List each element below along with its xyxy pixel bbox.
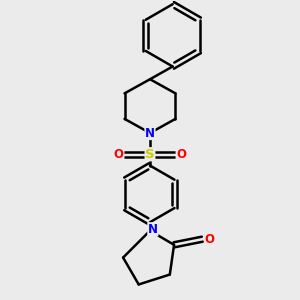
- Text: N: N: [148, 223, 158, 236]
- Text: O: O: [204, 233, 214, 246]
- Text: S: S: [145, 148, 155, 161]
- Text: O: O: [176, 148, 186, 161]
- Text: O: O: [114, 148, 124, 161]
- Text: N: N: [145, 127, 155, 140]
